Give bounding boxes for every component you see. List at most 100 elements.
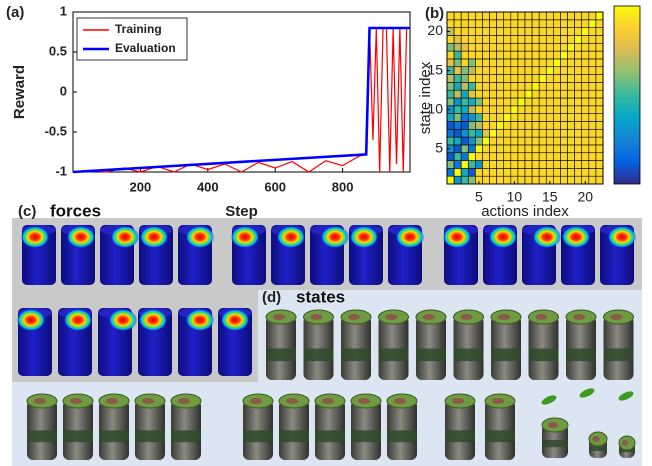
force-blob xyxy=(562,226,591,248)
heatmap-cell xyxy=(475,161,482,169)
heatmap-cell xyxy=(461,145,468,153)
heatmap-cell xyxy=(468,168,475,176)
heatmap-cell xyxy=(454,168,461,176)
heatmap-cell xyxy=(511,75,518,83)
heatmap-cell xyxy=(596,12,603,20)
heatmap-cell xyxy=(553,35,560,43)
heatmap-cell xyxy=(475,43,482,51)
heatmap-cell xyxy=(482,161,489,169)
heatmap-cell xyxy=(568,82,575,90)
force-blob xyxy=(21,226,50,248)
heatmap-cell xyxy=(560,67,567,75)
heatmap-cell xyxy=(468,106,475,114)
panel-label: (d) xyxy=(262,289,281,306)
heatmap-cell xyxy=(539,168,546,176)
jar-body xyxy=(135,400,165,460)
x-tick-label: 600 xyxy=(264,179,286,194)
heatmap-cell xyxy=(575,59,582,67)
heatmap-cell xyxy=(461,28,468,36)
heatmap-cell xyxy=(482,59,489,67)
heatmap-cell xyxy=(490,67,497,75)
heatmap-cell xyxy=(447,82,454,90)
heatmap-cell xyxy=(497,20,504,28)
jar-body xyxy=(445,400,475,460)
heatmap-cell xyxy=(497,106,504,114)
heatmap-cell xyxy=(525,145,532,153)
jar-lid-mark xyxy=(423,314,435,320)
force-blob xyxy=(139,309,168,331)
heatmap-cell xyxy=(582,168,589,176)
force-blob xyxy=(443,226,472,248)
heatmap-cell xyxy=(475,20,482,28)
heatmap-cell xyxy=(560,75,567,83)
heatmap-cell xyxy=(461,176,468,184)
heatmap-cell xyxy=(468,20,475,28)
heatmap-cell xyxy=(518,75,525,83)
jar-body xyxy=(99,400,129,460)
heatmap-cell xyxy=(504,106,511,114)
heatmap-cell xyxy=(475,121,482,129)
heatmap-cell xyxy=(582,20,589,28)
heatmap-cell xyxy=(596,51,603,59)
heatmap-cell xyxy=(589,145,596,153)
heatmap-cell xyxy=(518,153,525,161)
heatmap-cell xyxy=(497,35,504,43)
heatmap-cell xyxy=(546,129,553,137)
heatmap-cell xyxy=(596,106,603,114)
heatmap-cell xyxy=(575,153,582,161)
heatmap-cell xyxy=(582,12,589,20)
heatmap-cell xyxy=(589,114,596,122)
heatmap-cell xyxy=(575,43,582,51)
jar-lid-mark xyxy=(622,440,628,446)
jar-body xyxy=(315,400,345,460)
panel-title: states xyxy=(296,287,345,306)
heatmap-cell xyxy=(532,129,539,137)
heatmap-cell xyxy=(589,161,596,169)
panel-label: (b) xyxy=(425,5,444,22)
heatmap-cell xyxy=(490,28,497,36)
heatmap-cell xyxy=(546,114,553,122)
heatmap-cell xyxy=(596,168,603,176)
heatmap-cell xyxy=(518,114,525,122)
heatmap-cell xyxy=(468,176,475,184)
colorbar xyxy=(614,6,640,184)
heatmap-cell xyxy=(518,168,525,176)
jar-lid-mark xyxy=(286,398,298,404)
heatmap-cell xyxy=(490,35,497,43)
heatmap-cell xyxy=(546,121,553,129)
y-tick-label: 0 xyxy=(60,83,67,98)
heatmap-cell xyxy=(447,20,454,28)
heatmap-cell xyxy=(553,161,560,169)
heatmap-cell xyxy=(539,28,546,36)
x-tick-label: 800 xyxy=(332,179,354,194)
heatmap-cell xyxy=(596,153,603,161)
jar-lid-mark xyxy=(536,314,548,320)
figure: (a) (b) (c) forces (d) states -1-0.500.5… xyxy=(0,0,652,466)
heatmap-cell xyxy=(596,90,603,98)
heatmap-cell xyxy=(447,129,454,137)
heatmap-cell xyxy=(546,90,553,98)
jar-band xyxy=(445,430,475,442)
heatmap-cell xyxy=(511,28,518,36)
heatmap-cell xyxy=(553,98,560,106)
heatmap-cell xyxy=(447,161,454,169)
heatmap-cell xyxy=(525,12,532,20)
heatmap-cell xyxy=(504,176,511,184)
heatmap-cell xyxy=(504,145,511,153)
heatmap-cell xyxy=(482,51,489,59)
heatmap-cell xyxy=(589,75,596,83)
heatmap-cell xyxy=(461,121,468,129)
heatmap-cell xyxy=(468,161,475,169)
heatmap-cell xyxy=(589,20,596,28)
heatmap-cell xyxy=(482,67,489,75)
heatmap-cell xyxy=(461,98,468,106)
heatmap-cell xyxy=(497,176,504,184)
heatmap-cell xyxy=(511,114,518,122)
heatmap-cell xyxy=(546,28,553,36)
heatmap-cell xyxy=(475,168,482,176)
force-blob xyxy=(64,309,93,331)
heatmap-cell xyxy=(532,168,539,176)
y-axis-label: Reward xyxy=(11,65,28,119)
heatmap-cell xyxy=(589,98,596,106)
heatmap-cell xyxy=(461,161,468,169)
